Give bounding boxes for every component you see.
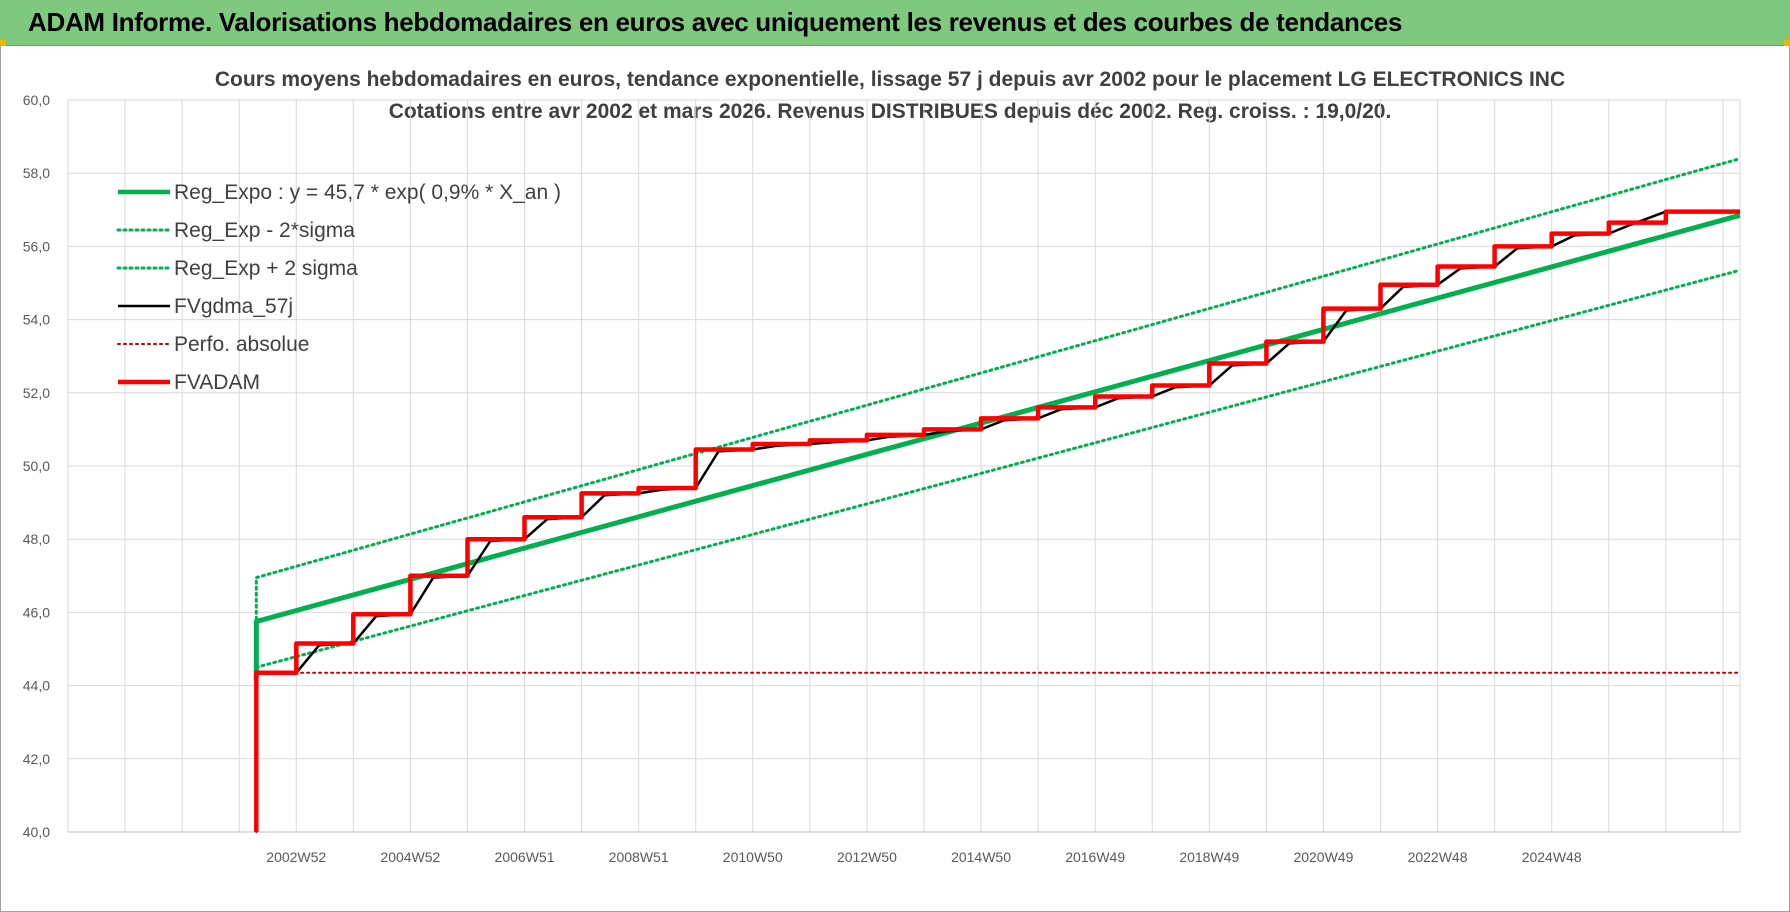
corner-marker-right <box>1784 40 1790 46</box>
x-tick-label: 2024W48 <box>1522 849 1582 865</box>
chart-svg: Cours moyens hebdomadaires en euros, ten… <box>23 68 1742 865</box>
series-line <box>254 157 1742 669</box>
series-line <box>255 210 1740 832</box>
x-tick-label: 2008W51 <box>609 849 669 865</box>
x-tick-label: 2018W49 <box>1179 849 1239 865</box>
y-tick-label: 52,0 <box>23 385 50 401</box>
legend: Reg_Expo : y = 45,7 * exp( 0,9% * X_an )… <box>116 181 561 394</box>
x-tick-label: 2022W48 <box>1408 849 1468 865</box>
y-tick-label: 50,0 <box>23 458 50 474</box>
legend-label: FVADAM <box>174 371 260 394</box>
series-line <box>254 209 1740 832</box>
y-tick-label: 58,0 <box>23 165 50 181</box>
y-tick-label: 48,0 <box>23 531 50 547</box>
grid <box>67 99 1741 833</box>
header-banner: ADAM Informe. Valorisations hebdomadaire… <box>0 0 1790 46</box>
y-tick-label: 44,0 <box>23 678 50 694</box>
chart-title-line-1: Cours moyens hebdomadaires en euros, ten… <box>215 68 1565 91</box>
legend-label: Reg_Expo : y = 45,7 * exp( 0,9% * X_an ) <box>174 181 561 204</box>
x-tick-label: 2016W49 <box>1065 849 1125 865</box>
y-axis: 40,0 42,0 44,0 46,0 48,0 50,0 52,0 54,0 56,0 58,0… <box>23 92 50 840</box>
corner-marker-left <box>0 40 6 46</box>
series-line <box>253 212 1741 679</box>
x-axis: 2002W52 2004W52 2006W51 2008W51 2010W50 2012W… <box>68 831 1740 865</box>
y-tick-label: 40,0 <box>23 824 50 840</box>
x-tick-label: 2020W49 <box>1293 849 1353 865</box>
y-tick-label: 54,0 <box>23 312 50 328</box>
legend-label: Perfo. absolue <box>174 333 309 356</box>
y-tick-label: 46,0 <box>23 604 50 620</box>
y-tick-label: 42,0 <box>23 751 50 767</box>
y-tick-label: 60,0 <box>23 92 50 108</box>
x-tick-label: 2014W50 <box>951 849 1011 865</box>
x-tick-label: 2006W51 <box>495 849 555 865</box>
x-tick-label: 2010W50 <box>723 849 783 865</box>
series-line <box>255 671 1741 833</box>
x-tick-label: 2004W52 <box>380 849 440 865</box>
legend-label: FVgdma_57j <box>174 295 293 318</box>
chart-title-line-2: Cotations entre avr 2002 et mars 2026. R… <box>389 100 1392 123</box>
x-tick-label: 2002W52 <box>266 849 326 865</box>
x-tick-label: 2012W50 <box>837 849 897 865</box>
legend-label: Reg_Exp + 2 sigma <box>174 257 358 280</box>
legend-label: Reg_Exp - 2*sigma <box>174 219 355 242</box>
plot-area <box>253 157 1742 833</box>
series-line <box>254 268 1742 669</box>
banner-title: ADAM Informe. Valorisations hebdomadaire… <box>28 7 1403 37</box>
y-tick-label: 56,0 <box>23 238 50 254</box>
